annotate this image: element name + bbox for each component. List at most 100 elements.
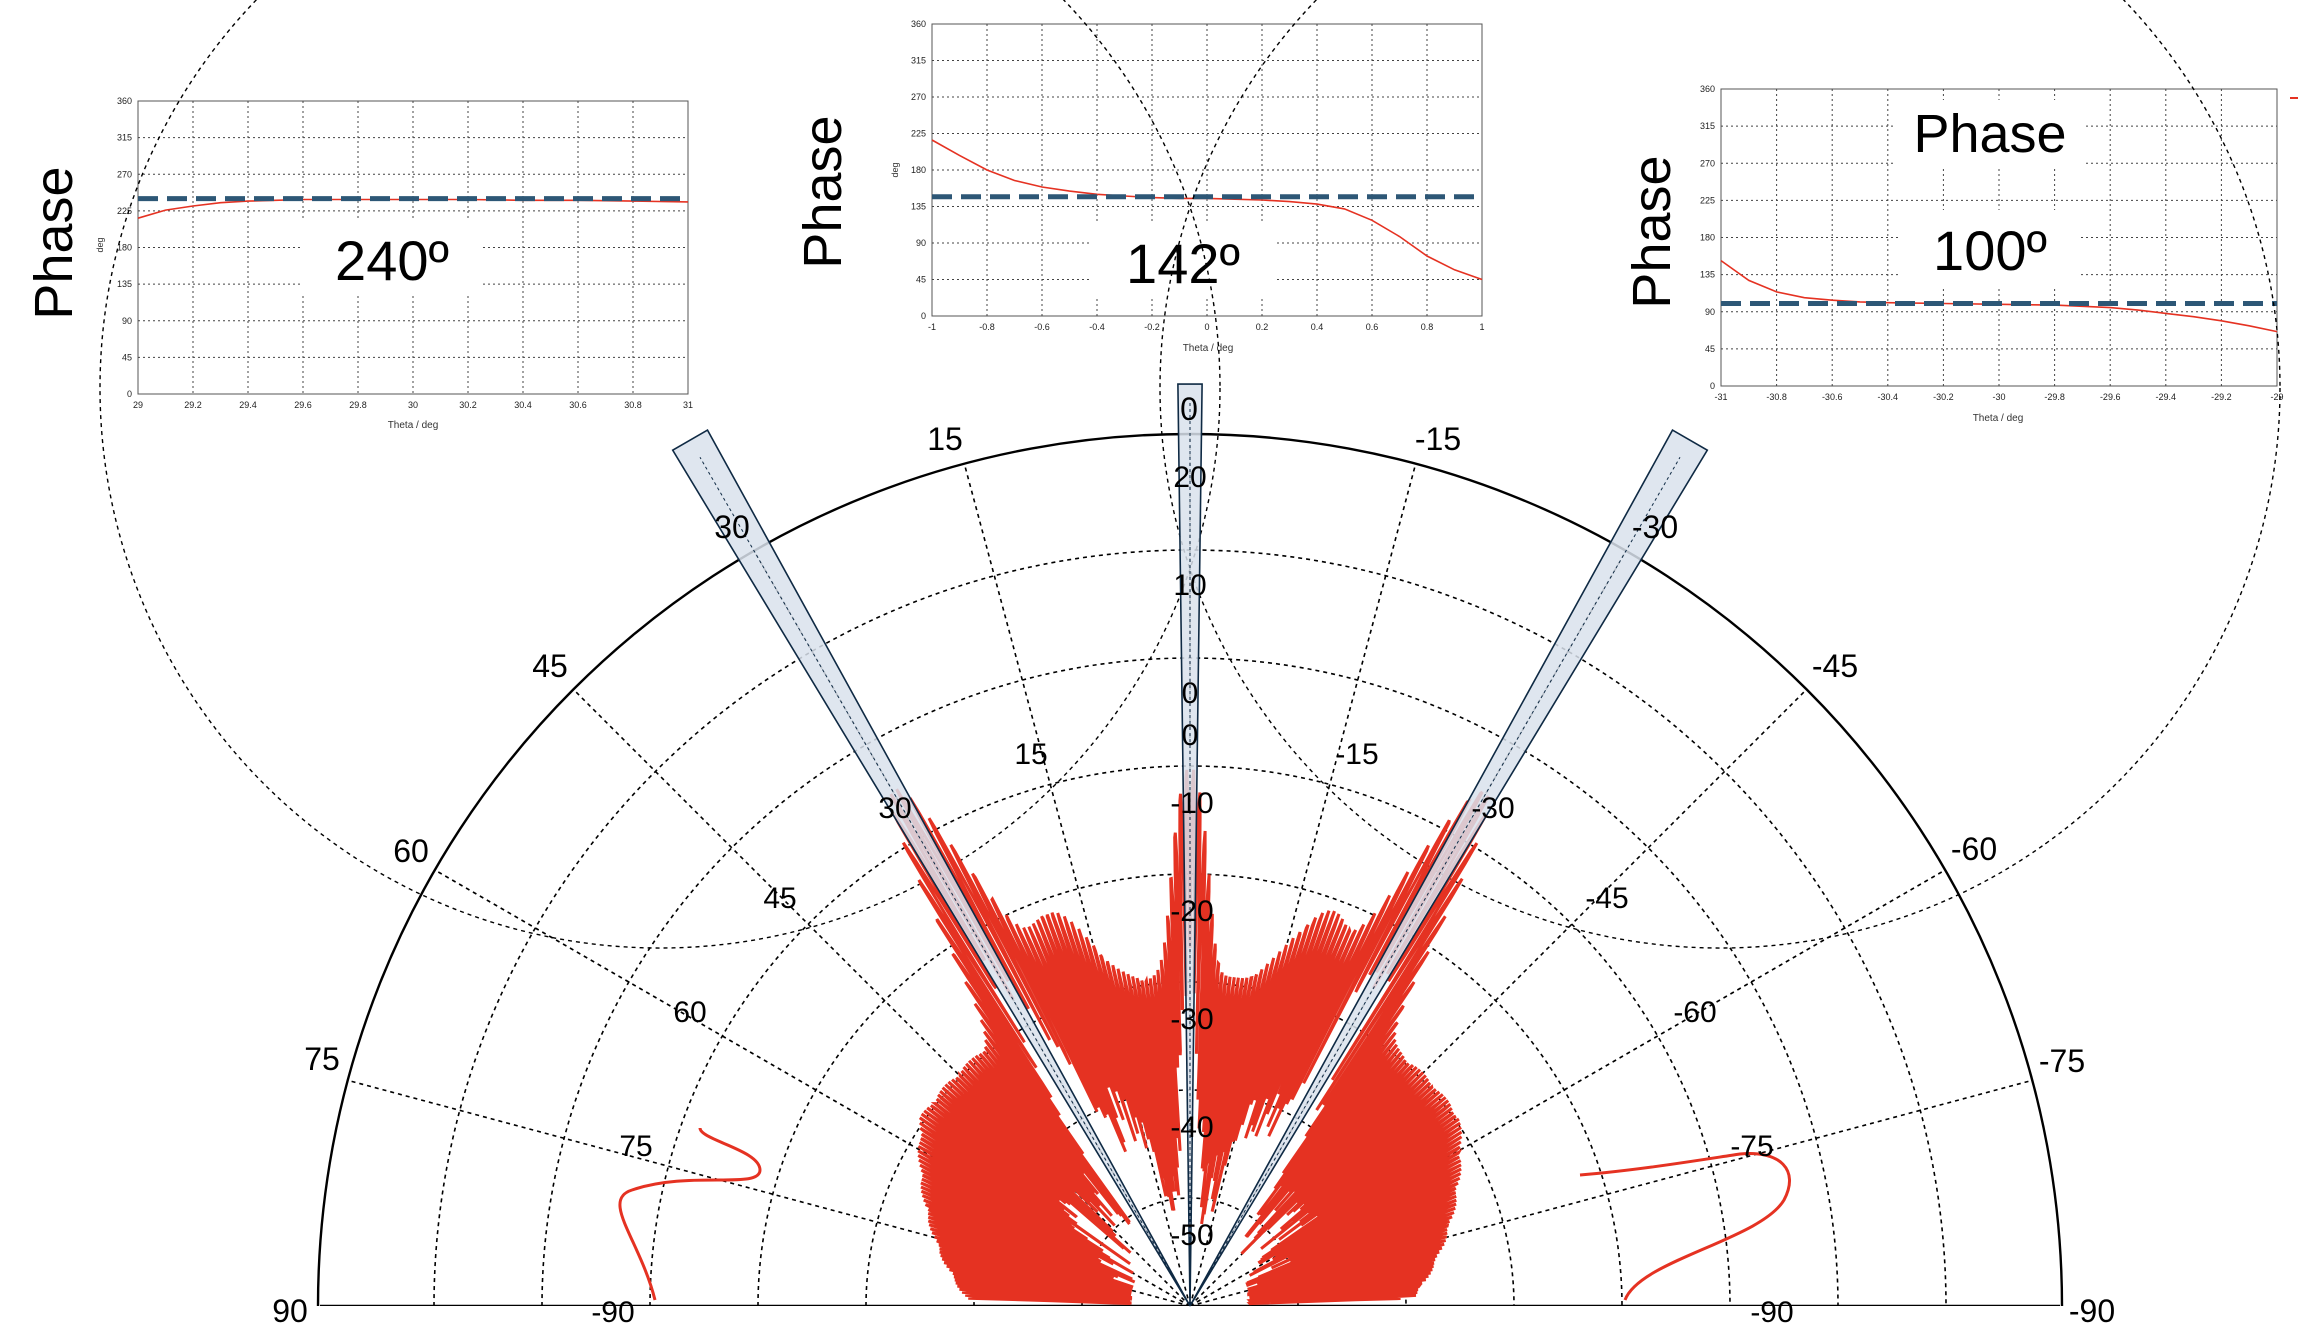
left-edge-lobe — [618, 1127, 762, 1301]
x-tick-label: -0.6 — [1034, 322, 1050, 332]
outer-angle-label: 15 — [927, 421, 963, 457]
secondary-grid-circle — [1159, 0, 2281, 949]
outer-angle-label: -60 — [1951, 831, 1997, 867]
y-tick-label: 270 — [911, 92, 926, 102]
radial-label: -40 — [1170, 1111, 1213, 1144]
x-tick-label: 29.4 — [239, 400, 257, 410]
y-tick-label: 0 — [1710, 381, 1715, 391]
x-tick-label: -30.8 — [1766, 392, 1787, 402]
polar-beams — [671, 383, 1709, 1307]
outer-angle-label: -30 — [1632, 509, 1678, 545]
outer-angle-label: 90 — [272, 1293, 308, 1328]
phase-center-side-label: Phase — [793, 115, 853, 268]
beam-direction-wedge — [1189, 428, 1709, 1307]
outer-angle-label: 60 — [393, 833, 429, 869]
angle-grid-line — [1189, 463, 1417, 1306]
x-tick-label: -30.4 — [1878, 392, 1899, 402]
x-tick-label: 29.2 — [184, 400, 202, 410]
phase-right-annotation-bg — [1900, 210, 2080, 286]
inner-angle-label: -75 — [1730, 1130, 1773, 1163]
y-tick-label: 360 — [117, 96, 132, 106]
x-tick-label: 0.2 — [1256, 322, 1269, 332]
phase-right-title-bg — [1896, 100, 2086, 168]
y-tick-label: 135 — [117, 279, 132, 289]
y-tick-label: 360 — [911, 19, 926, 29]
y-tick-label: 45 — [122, 352, 132, 362]
phase-left-xlabel: Theta / deg — [388, 420, 439, 431]
phase-center-annotation-bg — [1090, 222, 1275, 298]
y-tick-label: 270 — [117, 169, 132, 179]
x-tick-label: 30.8 — [624, 400, 642, 410]
right-edge-lobe — [1579, 1151, 1791, 1301]
secondary-grid-circle — [99, 0, 1221, 949]
y-tick-label: 90 — [1705, 307, 1715, 317]
radial-label: -20 — [1170, 895, 1213, 928]
x-tick-label: 0.4 — [1311, 322, 1324, 332]
beam-direction-wedge — [671, 428, 1191, 1307]
radial-label: 0 — [1182, 677, 1199, 710]
radial-label: -10 — [1170, 787, 1213, 820]
polar-labels: 90 75 60 45 30 15 0 -15 -30 -45 -60 -75 … — [272, 391, 2115, 1329]
x-tick-label: -29 — [2270, 392, 2283, 402]
phase-right-title: Phase — [1913, 104, 2066, 164]
x-tick-label: -29.4 — [2156, 392, 2177, 402]
y-tick-label: 180 — [1700, 233, 1715, 243]
y-tick-label: 135 — [911, 202, 926, 212]
y-tick-label: 315 — [911, 56, 926, 66]
phase-left-side-label: Phase — [24, 166, 84, 319]
y-tick-label: 270 — [1700, 158, 1715, 168]
radial-label: 0 — [1182, 719, 1199, 752]
x-tick-label: 0.6 — [1366, 322, 1379, 332]
phase-plot-left: Phase 29 29.2 29.4 29.6 29.8 30 30.2 30.4 30.6 30… — [24, 96, 693, 431]
outer-angle-label: 75 — [304, 1041, 340, 1077]
inner-angle-label: -60 — [1673, 996, 1716, 1029]
phase-left-annotation: 240º — [335, 229, 449, 292]
y-tick-label: 45 — [916, 275, 926, 285]
radial-label: 20 — [1173, 461, 1206, 494]
x-tick-label: 30 — [408, 400, 418, 410]
y-tick-label: 225 — [117, 206, 132, 216]
outer-angle-label: 30 — [714, 509, 750, 545]
x-tick-label: -29.8 — [2044, 392, 2065, 402]
y-tick-label: 315 — [117, 133, 132, 143]
x-tick-label: 29 — [133, 400, 143, 410]
y-tick-label: 225 — [1700, 195, 1715, 205]
y-tick-label: 315 — [1700, 121, 1715, 131]
x-tick-label: -30 — [1992, 392, 2005, 402]
y-tick-label: 225 — [911, 129, 926, 139]
outer-angle-label: 45 — [532, 648, 568, 684]
x-tick-label: -0.4 — [1089, 322, 1105, 332]
x-tick-label: 30.4 — [514, 400, 532, 410]
y-tick-label: 90 — [122, 316, 132, 326]
beam-direction-wedge — [1177, 383, 1203, 1307]
phase-left-ylabel: deg — [95, 237, 105, 252]
radial-grid-arc — [865, 981, 1515, 1306]
radial-label: -30 — [1170, 1003, 1213, 1036]
x-tick-label: 30.2 — [459, 400, 477, 410]
outer-angle-label: -45 — [1812, 648, 1858, 684]
y-tick-label: 0 — [921, 311, 926, 321]
inner-angle-label: -90 — [591, 1296, 634, 1328]
outer-angle-label: -75 — [2039, 1043, 2085, 1079]
outer-angle-label: 0 — [1180, 391, 1198, 427]
y-tick-label: 360 — [1700, 84, 1715, 94]
x-tick-label: 30.6 — [569, 400, 587, 410]
x-tick-label: 29.6 — [294, 400, 312, 410]
phase-plot-center: Phase -1 -0.8 -0.6 -0.4 -0.2 0 0.2 0.4 0.6 0.8 1 0 4… — [793, 19, 1485, 354]
inner-angle-label: 15 — [1014, 738, 1047, 771]
inner-angle-label: -15 — [1335, 738, 1378, 771]
beam-axis-line — [1189, 457, 1681, 1307]
inner-angle-label: 30 — [878, 792, 911, 825]
x-tick-label: 0.8 — [1421, 322, 1434, 332]
angle-grid-line — [963, 463, 1191, 1306]
phase-right-side-label: Phase — [1622, 155, 1682, 308]
inner-angle-label: 60 — [673, 996, 706, 1029]
x-tick-label: -31 — [1714, 392, 1727, 402]
inner-angle-label: -30 — [1471, 792, 1514, 825]
x-tick-label: -30.2 — [1933, 392, 1954, 402]
y-tick-label: 0 — [127, 389, 132, 399]
inner-angle-label: 75 — [619, 1130, 652, 1163]
x-tick-label: 0 — [1204, 322, 1209, 332]
radial-label: -50 — [1170, 1219, 1213, 1252]
